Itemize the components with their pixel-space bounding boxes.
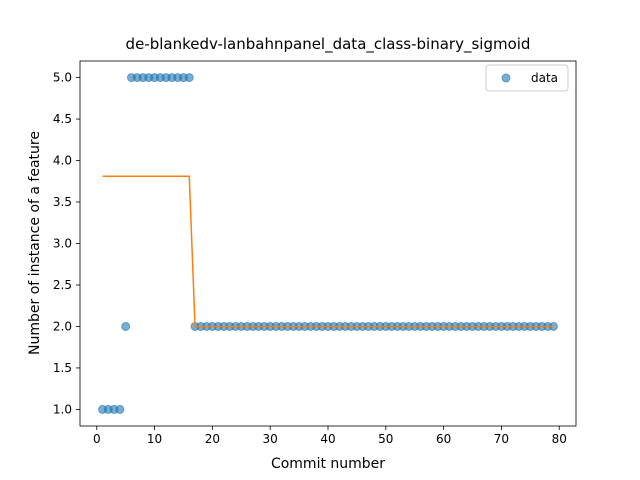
y-tick-label: 5.0	[53, 71, 72, 85]
x-tick-label: 40	[320, 432, 335, 446]
x-tick-label: 80	[552, 432, 567, 446]
x-tick-label: 70	[494, 432, 509, 446]
x-tick-label: 10	[147, 432, 162, 446]
data-point	[115, 404, 125, 414]
x-tick-label: 60	[436, 432, 451, 446]
y-tick-label: 4.5	[53, 112, 72, 126]
x-axis-label: Commit number	[271, 456, 385, 472]
x-tick-label: 20	[205, 432, 220, 446]
chart-title: de-blankedv-lanbahnpanel_data_class-bina…	[126, 35, 531, 54]
y-tick-label: 1.5	[53, 361, 72, 375]
x-tick-label: 0	[93, 432, 101, 446]
x-tick-label: 30	[263, 432, 278, 446]
legend-box	[485, 64, 569, 92]
y-tick-label: 4.0	[53, 154, 72, 168]
legend-label: data	[531, 71, 558, 85]
plot-area: 0 10 20 30 40 50 60 70 80 1.0 1.5 2.0 2.5 3.0 3.5 4.0 4.…	[53, 60, 577, 446]
legend-marker	[501, 73, 511, 83]
y-tick-label: 3.5	[53, 195, 72, 209]
y-tick-label: 3.0	[53, 237, 72, 251]
x-tick-label: 50	[378, 432, 393, 446]
fit-line	[102, 175, 554, 328]
y-tick-label: 1.0	[53, 402, 72, 416]
y-axis-label: Number of instance of a feature	[27, 131, 43, 355]
y-tick-label: 2.5	[53, 278, 72, 292]
y-tick-label: 2.0	[53, 319, 72, 333]
data-point	[184, 73, 194, 83]
data-point	[121, 321, 131, 331]
